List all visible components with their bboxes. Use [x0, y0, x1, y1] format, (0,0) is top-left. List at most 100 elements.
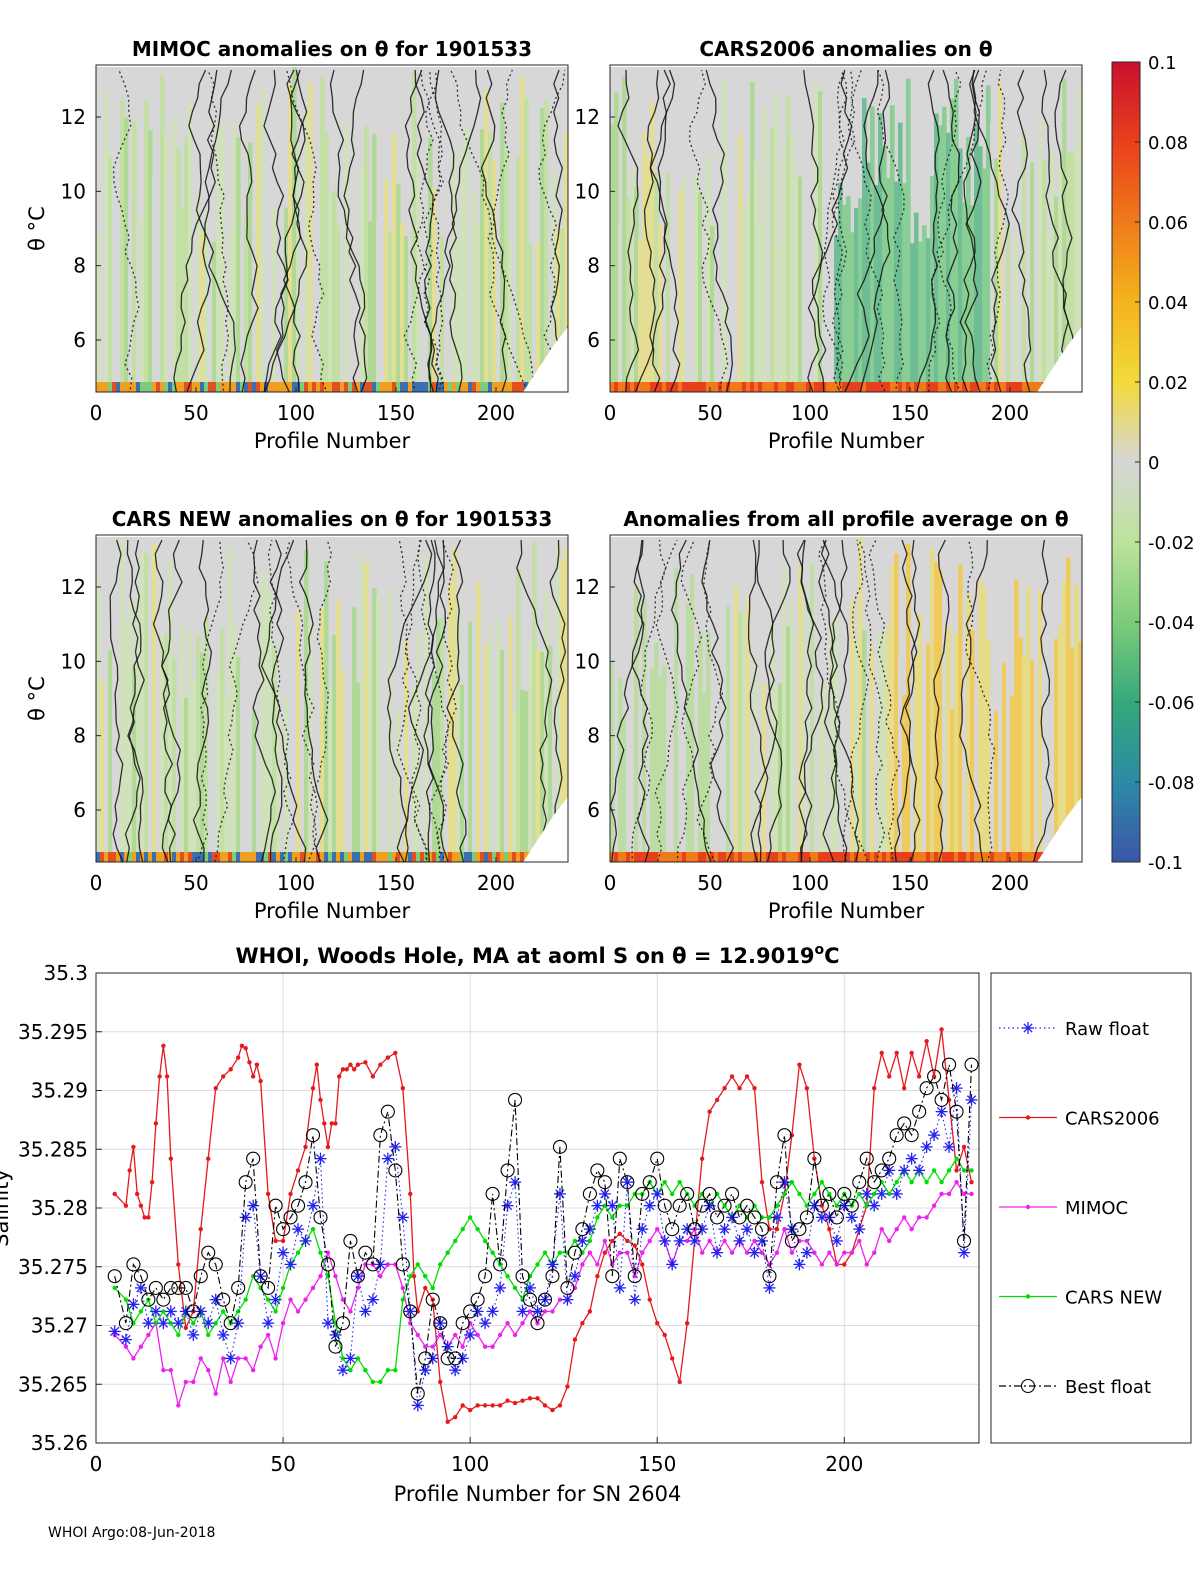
bottom-band-cell — [292, 382, 297, 392]
no-data-region — [1037, 326, 1082, 392]
bottom-band-cell — [650, 852, 655, 862]
anomaly-stripe — [404, 638, 409, 862]
bottom-band-cell — [1030, 852, 1035, 862]
contour-line — [818, 539, 848, 862]
data-point — [374, 1258, 387, 1271]
contour-line — [538, 69, 566, 392]
bottom-band-cell — [116, 382, 121, 392]
bottom-band-cell — [392, 852, 397, 862]
contour-line — [916, 69, 940, 392]
data-point — [635, 1186, 650, 1201]
data-point — [949, 1104, 964, 1119]
anomaly-stripe — [504, 149, 509, 392]
x-tick-label: 100 — [451, 1452, 489, 1476]
panel-frame — [609, 64, 1083, 393]
data-point — [381, 1152, 394, 1165]
data-point — [310, 1226, 316, 1232]
bottom-band-cell — [726, 852, 731, 862]
anomaly-stripe — [548, 645, 553, 862]
contour-line — [403, 69, 444, 392]
data-point — [475, 1403, 480, 1408]
bottom-band-cell — [440, 852, 445, 862]
anomaly-stripe — [528, 243, 533, 392]
bottom-band-cell — [416, 382, 421, 392]
data-point — [378, 1379, 383, 1385]
data-point — [295, 1309, 301, 1314]
anomaly-stripe — [1050, 673, 1055, 862]
anomaly-stripe — [978, 146, 983, 392]
data-point — [565, 1384, 570, 1389]
bottom-band-cell — [658, 852, 663, 862]
bottom-band-cell — [360, 852, 365, 862]
bottom-band-cell — [670, 852, 675, 862]
anomaly-stripe — [392, 132, 397, 392]
contour-line — [705, 69, 733, 392]
anomaly-stripe — [702, 693, 707, 862]
data-point — [699, 1250, 705, 1255]
data-point — [396, 1211, 409, 1224]
data-point — [415, 1262, 420, 1267]
anomaly-stripe — [802, 120, 807, 392]
bottom-band-cell — [520, 852, 525, 862]
data-point — [882, 1151, 897, 1166]
bottom-band-cell — [192, 382, 197, 392]
bottom-band-cell — [140, 852, 145, 862]
data-point — [231, 1280, 246, 1295]
data-point — [171, 1280, 186, 1295]
anomaly-stripe — [284, 699, 289, 862]
anomaly-stripe — [332, 635, 337, 862]
bottom-band-cell — [934, 382, 939, 392]
bottom-band-cell — [148, 382, 153, 392]
anomaly-stripe — [160, 635, 165, 862]
anomaly-stripe — [806, 72, 811, 392]
anomaly-stripe — [152, 543, 157, 862]
anomaly-stripe — [216, 673, 221, 862]
data-point — [305, 1128, 321, 1143]
bottom-band-cell — [702, 382, 707, 392]
anomaly-stripe — [104, 568, 109, 862]
contour-line — [844, 69, 885, 392]
bottom-band-cell — [870, 382, 875, 392]
anomaly-stripe — [762, 108, 767, 392]
anomaly-stripe — [100, 137, 105, 392]
bottom-band-cell — [970, 382, 975, 392]
anomaly-stripe — [734, 585, 739, 862]
data-point — [363, 1060, 368, 1065]
contour-line — [237, 69, 259, 392]
data-point — [542, 1403, 548, 1408]
anomaly-stripe — [918, 241, 923, 392]
series-group — [107, 1027, 979, 1425]
anomaly-stripe — [842, 642, 847, 862]
data-point — [782, 1226, 787, 1232]
data-point — [754, 1222, 770, 1237]
data-point — [939, 1191, 944, 1197]
data-point — [969, 1179, 974, 1185]
colorbar-tick-label: 0.08 — [1148, 133, 1188, 154]
data-point — [522, 1292, 538, 1307]
data-point — [707, 1238, 712, 1244]
data-point — [894, 1050, 899, 1056]
bottom-band-cell — [710, 382, 715, 392]
anomaly-stripe — [248, 595, 253, 862]
anomaly-stripe — [966, 594, 971, 862]
data-point — [295, 1250, 301, 1255]
data-point — [904, 1128, 919, 1143]
data-point — [954, 1156, 959, 1161]
data-point — [460, 1226, 465, 1232]
data-point — [262, 1317, 275, 1330]
data-point — [935, 1105, 948, 1118]
data-point — [448, 1351, 463, 1366]
bottom-band-cell — [738, 852, 743, 862]
anomaly-stripe — [654, 642, 659, 862]
data-point — [254, 1062, 260, 1067]
anomaly-stripe — [910, 243, 915, 392]
bottom-band-cell — [156, 382, 161, 392]
bottom-band-cell — [492, 382, 497, 392]
bottom-band-cell — [1038, 852, 1043, 862]
bottom-band-cell — [770, 382, 775, 392]
anomaly-stripe — [806, 638, 811, 862]
data-point — [388, 1163, 403, 1178]
bottom-band-cell — [778, 852, 783, 862]
anomaly-stripe — [476, 221, 481, 392]
bottom-band-cell — [902, 382, 907, 392]
